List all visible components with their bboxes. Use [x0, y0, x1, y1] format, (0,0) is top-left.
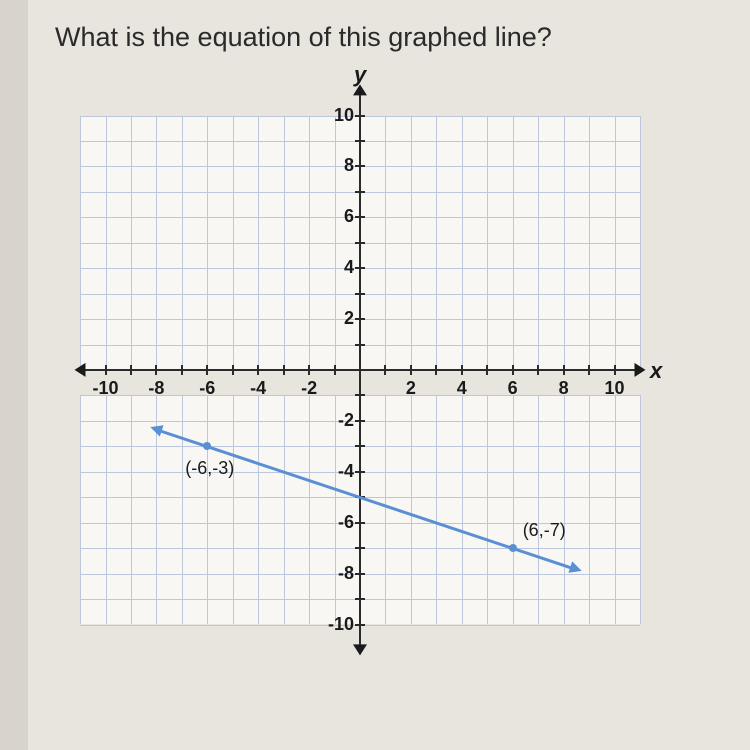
x-tick-label: 10	[597, 378, 633, 399]
y-tick	[355, 293, 365, 295]
x-tick-label: -2	[291, 378, 327, 399]
x-tick	[410, 365, 412, 375]
x-tick	[232, 365, 234, 375]
x-axis-label: x	[650, 358, 662, 384]
grid-line	[131, 395, 132, 624]
x-tick	[130, 365, 132, 375]
x-tick-label: 8	[546, 378, 582, 399]
axis-arrow-icon	[75, 363, 86, 377]
x-tick-label: -8	[138, 378, 174, 399]
axis-arrow-icon	[634, 363, 645, 377]
y-axis	[359, 90, 361, 650]
y-tick	[355, 191, 365, 193]
grid-line	[538, 395, 539, 624]
grid-line	[615, 395, 616, 624]
x-tick	[537, 365, 539, 375]
y-tick	[355, 522, 365, 524]
grid-line	[284, 395, 285, 624]
grid-line	[564, 395, 565, 624]
grid-line	[589, 395, 590, 624]
grid-line	[106, 395, 107, 624]
axis-arrow-icon	[353, 84, 367, 95]
question-text: What is the equation of this graphed lin…	[55, 22, 552, 53]
grid-line	[207, 395, 208, 624]
grid-line	[80, 395, 81, 624]
x-tick	[334, 365, 336, 375]
y-tick-label: 8	[324, 155, 354, 176]
x-tick-label: -10	[88, 378, 124, 399]
y-tick-label: 4	[324, 257, 354, 278]
axis-arrow-icon	[353, 644, 367, 655]
x-tick	[283, 365, 285, 375]
y-tick-label: -10	[318, 614, 354, 635]
x-tick	[512, 365, 514, 375]
y-tick	[355, 115, 365, 117]
grid-line	[487, 395, 488, 624]
grid-line	[462, 395, 463, 624]
y-tick	[355, 624, 365, 626]
y-tick-label: -6	[318, 512, 354, 533]
plotted-point	[509, 544, 517, 552]
y-tick-label: 2	[324, 308, 354, 329]
y-tick	[355, 598, 365, 600]
y-tick	[355, 344, 365, 346]
x-tick	[308, 365, 310, 375]
x-tick	[588, 365, 590, 375]
x-tick	[486, 365, 488, 375]
x-tick	[257, 365, 259, 375]
grid-line	[411, 395, 412, 624]
point-label: (6,-7)	[523, 520, 566, 541]
grid-line	[182, 395, 183, 624]
grid-line	[436, 395, 437, 624]
x-tick	[461, 365, 463, 375]
y-tick	[355, 420, 365, 422]
y-tick	[355, 318, 365, 320]
y-tick	[355, 140, 365, 142]
grid-line	[640, 116, 641, 371]
x-tick	[384, 365, 386, 375]
page-margin-strip	[0, 0, 28, 750]
point-label: (-6,-3)	[185, 458, 234, 479]
y-tick	[355, 547, 365, 549]
y-tick	[355, 573, 365, 575]
y-tick	[355, 445, 365, 447]
x-tick	[181, 365, 183, 375]
x-tick	[614, 365, 616, 375]
coordinate-graph: y x -10-8-6-4-2246810246810-2-4-6-8-10(-…	[80, 90, 680, 690]
x-tick	[435, 365, 437, 375]
y-tick-label: -4	[318, 461, 354, 482]
y-tick	[355, 165, 365, 167]
x-tick	[105, 365, 107, 375]
y-tick-label: 6	[324, 206, 354, 227]
y-tick	[355, 216, 365, 218]
x-tick-label: 4	[444, 378, 480, 399]
y-tick	[355, 242, 365, 244]
y-tick-label: 10	[324, 105, 354, 126]
y-tick	[355, 471, 365, 473]
x-tick	[563, 365, 565, 375]
x-tick-label: 6	[495, 378, 531, 399]
y-tick	[355, 267, 365, 269]
grid-line	[233, 395, 234, 624]
y-tick	[355, 394, 365, 396]
y-tick-label: -8	[318, 563, 354, 584]
grid-line	[258, 395, 259, 624]
grid-line	[385, 395, 386, 624]
x-tick-label: -6	[189, 378, 225, 399]
y-tick-label: -2	[318, 410, 354, 431]
grid-line	[309, 395, 310, 624]
x-tick-label: -4	[240, 378, 276, 399]
x-tick-label: 2	[393, 378, 429, 399]
grid-line	[640, 395, 641, 624]
x-tick	[206, 365, 208, 375]
x-tick	[155, 365, 157, 375]
grid-line	[513, 395, 514, 624]
